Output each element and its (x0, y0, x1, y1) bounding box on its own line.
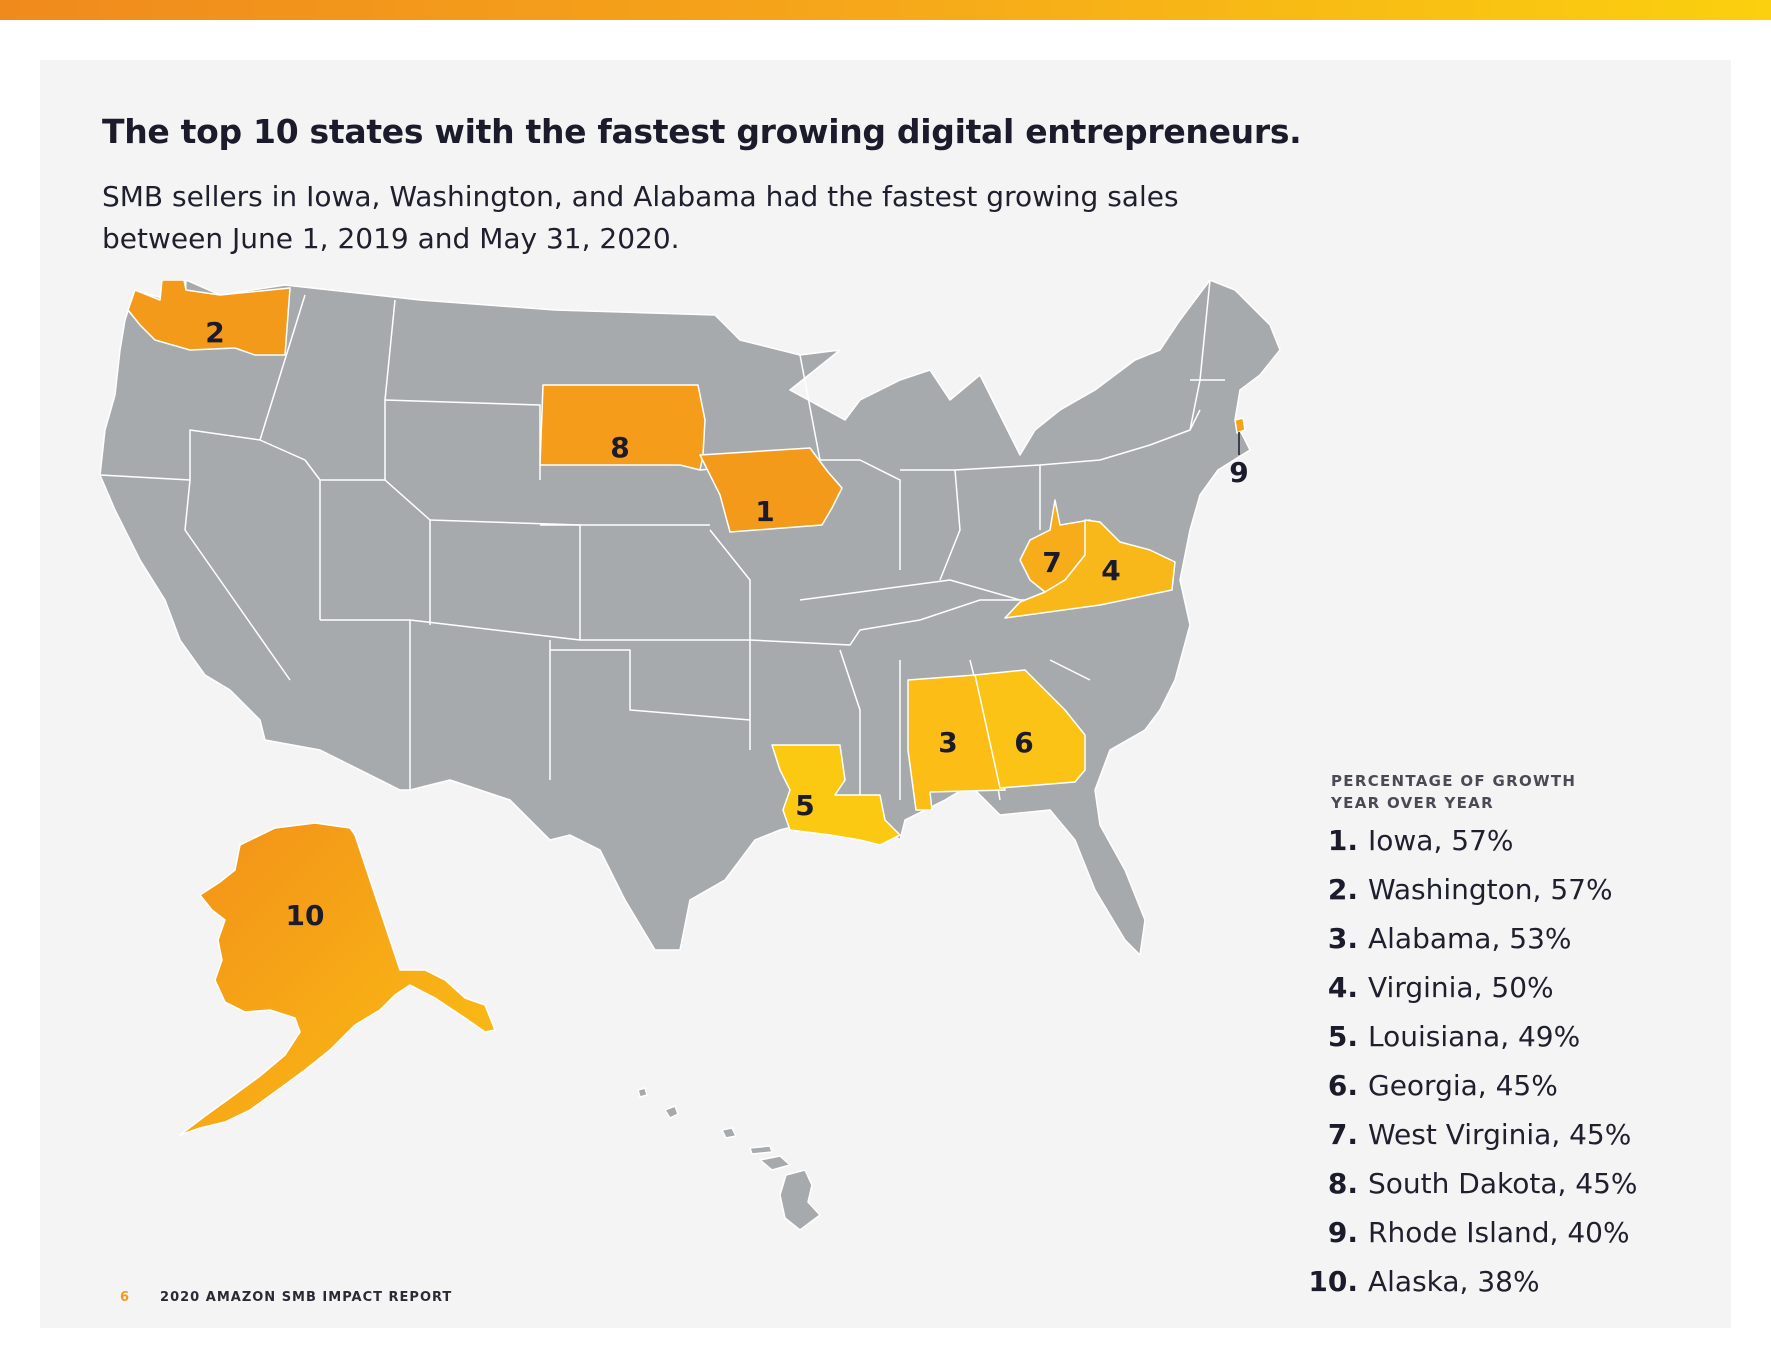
virginia-state (1004, 519, 1176, 619)
rank-number: 3. (1327, 922, 1358, 955)
label-georgia: 6 (1014, 726, 1033, 759)
list-item: 7. West Virginia, 45% (1300, 1118, 1638, 1167)
page-subtitle: SMB sellers in Iowa, Washington, and Ala… (102, 176, 1202, 260)
rank-label: Louisiana, 49% (1368, 1020, 1581, 1053)
rank-number: 10. (1308, 1265, 1358, 1298)
rank-number: 8. (1327, 1167, 1358, 1200)
label-washington: 2 (205, 316, 224, 349)
list-item: 1. Iowa, 57% (1300, 824, 1638, 873)
list-item: 10. Alaska, 38% (1300, 1265, 1638, 1314)
list-item: 5. Louisiana, 49% (1300, 1020, 1638, 1069)
alaska-state (179, 822, 496, 1136)
rank-label: Virginia, 50% (1368, 971, 1554, 1004)
iowa-state (699, 447, 843, 533)
rank-label: South Dakota, 45% (1368, 1167, 1638, 1200)
list-item: 3. Alabama, 53% (1300, 922, 1638, 971)
rank-number: 7. (1327, 1118, 1358, 1151)
state-borders (100, 280, 1225, 801)
rank-label: West Virginia, 45% (1368, 1118, 1632, 1151)
rank-label: Washington, 57% (1368, 873, 1613, 906)
louisiana-state (771, 744, 901, 846)
rank-number: 6. (1327, 1069, 1358, 1102)
hawaii-islands (637, 1087, 821, 1231)
label-louisiana: 5 (795, 789, 814, 822)
label-rhode-island: 9 (1229, 456, 1248, 489)
rank-number: 2. (1327, 873, 1358, 906)
rank-label: Alaska, 38% (1368, 1265, 1540, 1298)
us-states-map: 2 8 1 7 4 9 3 6 5 10 (100, 280, 1281, 1231)
rank-label: Georgia, 45% (1368, 1069, 1558, 1102)
list-item: 2. Washington, 57% (1300, 873, 1638, 922)
rank-label: Iowa, 57% (1368, 824, 1514, 857)
washington-state (127, 280, 291, 356)
label-iowa: 1 (755, 495, 774, 528)
legend-heading: PERCENTAGE OF GROWTH YEAR OVER YEAR (1331, 770, 1591, 814)
georgia-state (974, 669, 1086, 789)
top-accent-bar (0, 0, 1771, 20)
rank-label: Rhode Island, 40% (1368, 1216, 1630, 1249)
list-item: 9. Rhode Island, 40% (1300, 1216, 1638, 1265)
subtitle-line-1: SMB sellers in Iowa, Washington, and Ala… (102, 180, 1179, 213)
legend-heading-line-1: PERCENTAGE OF GROWTH (1331, 772, 1577, 790)
label-alaska: 10 (286, 899, 325, 932)
rank-number: 1. (1327, 824, 1358, 857)
label-virginia: 4 (1101, 554, 1120, 587)
list-item: 6. Georgia, 45% (1300, 1069, 1638, 1118)
legend-heading-line-2: YEAR OVER YEAR (1331, 794, 1494, 812)
south-dakota-state (539, 384, 706, 471)
label-alabama: 3 (938, 726, 957, 759)
rank-number: 9. (1327, 1216, 1358, 1249)
page-footer: 6 2020 AMAZON SMB IMPACT REPORT (120, 1290, 452, 1305)
page-number: 6 (120, 1290, 131, 1305)
rhode-island-state (1234, 417, 1246, 434)
rank-number: 5. (1327, 1020, 1358, 1053)
report-title: 2020 AMAZON SMB IMPACT REPORT (160, 1290, 453, 1305)
rank-number: 4. (1327, 971, 1358, 1004)
list-item: 4. Virginia, 50% (1300, 971, 1638, 1020)
label-south-dakota: 8 (610, 431, 629, 464)
growth-ranking-list: 1. Iowa, 57% 2. Washington, 57% 3. Alabama,… (1300, 824, 1638, 1314)
rank-label: Alabama, 53% (1368, 922, 1572, 955)
list-item: 8. South Dakota, 45% (1300, 1167, 1638, 1216)
subtitle-line-2: between June 1, 2019 and May 31, 2020. (102, 222, 680, 255)
label-west-virginia: 7 (1042, 546, 1061, 579)
page-title: The top 10 states with the fastest growi… (102, 112, 1302, 151)
